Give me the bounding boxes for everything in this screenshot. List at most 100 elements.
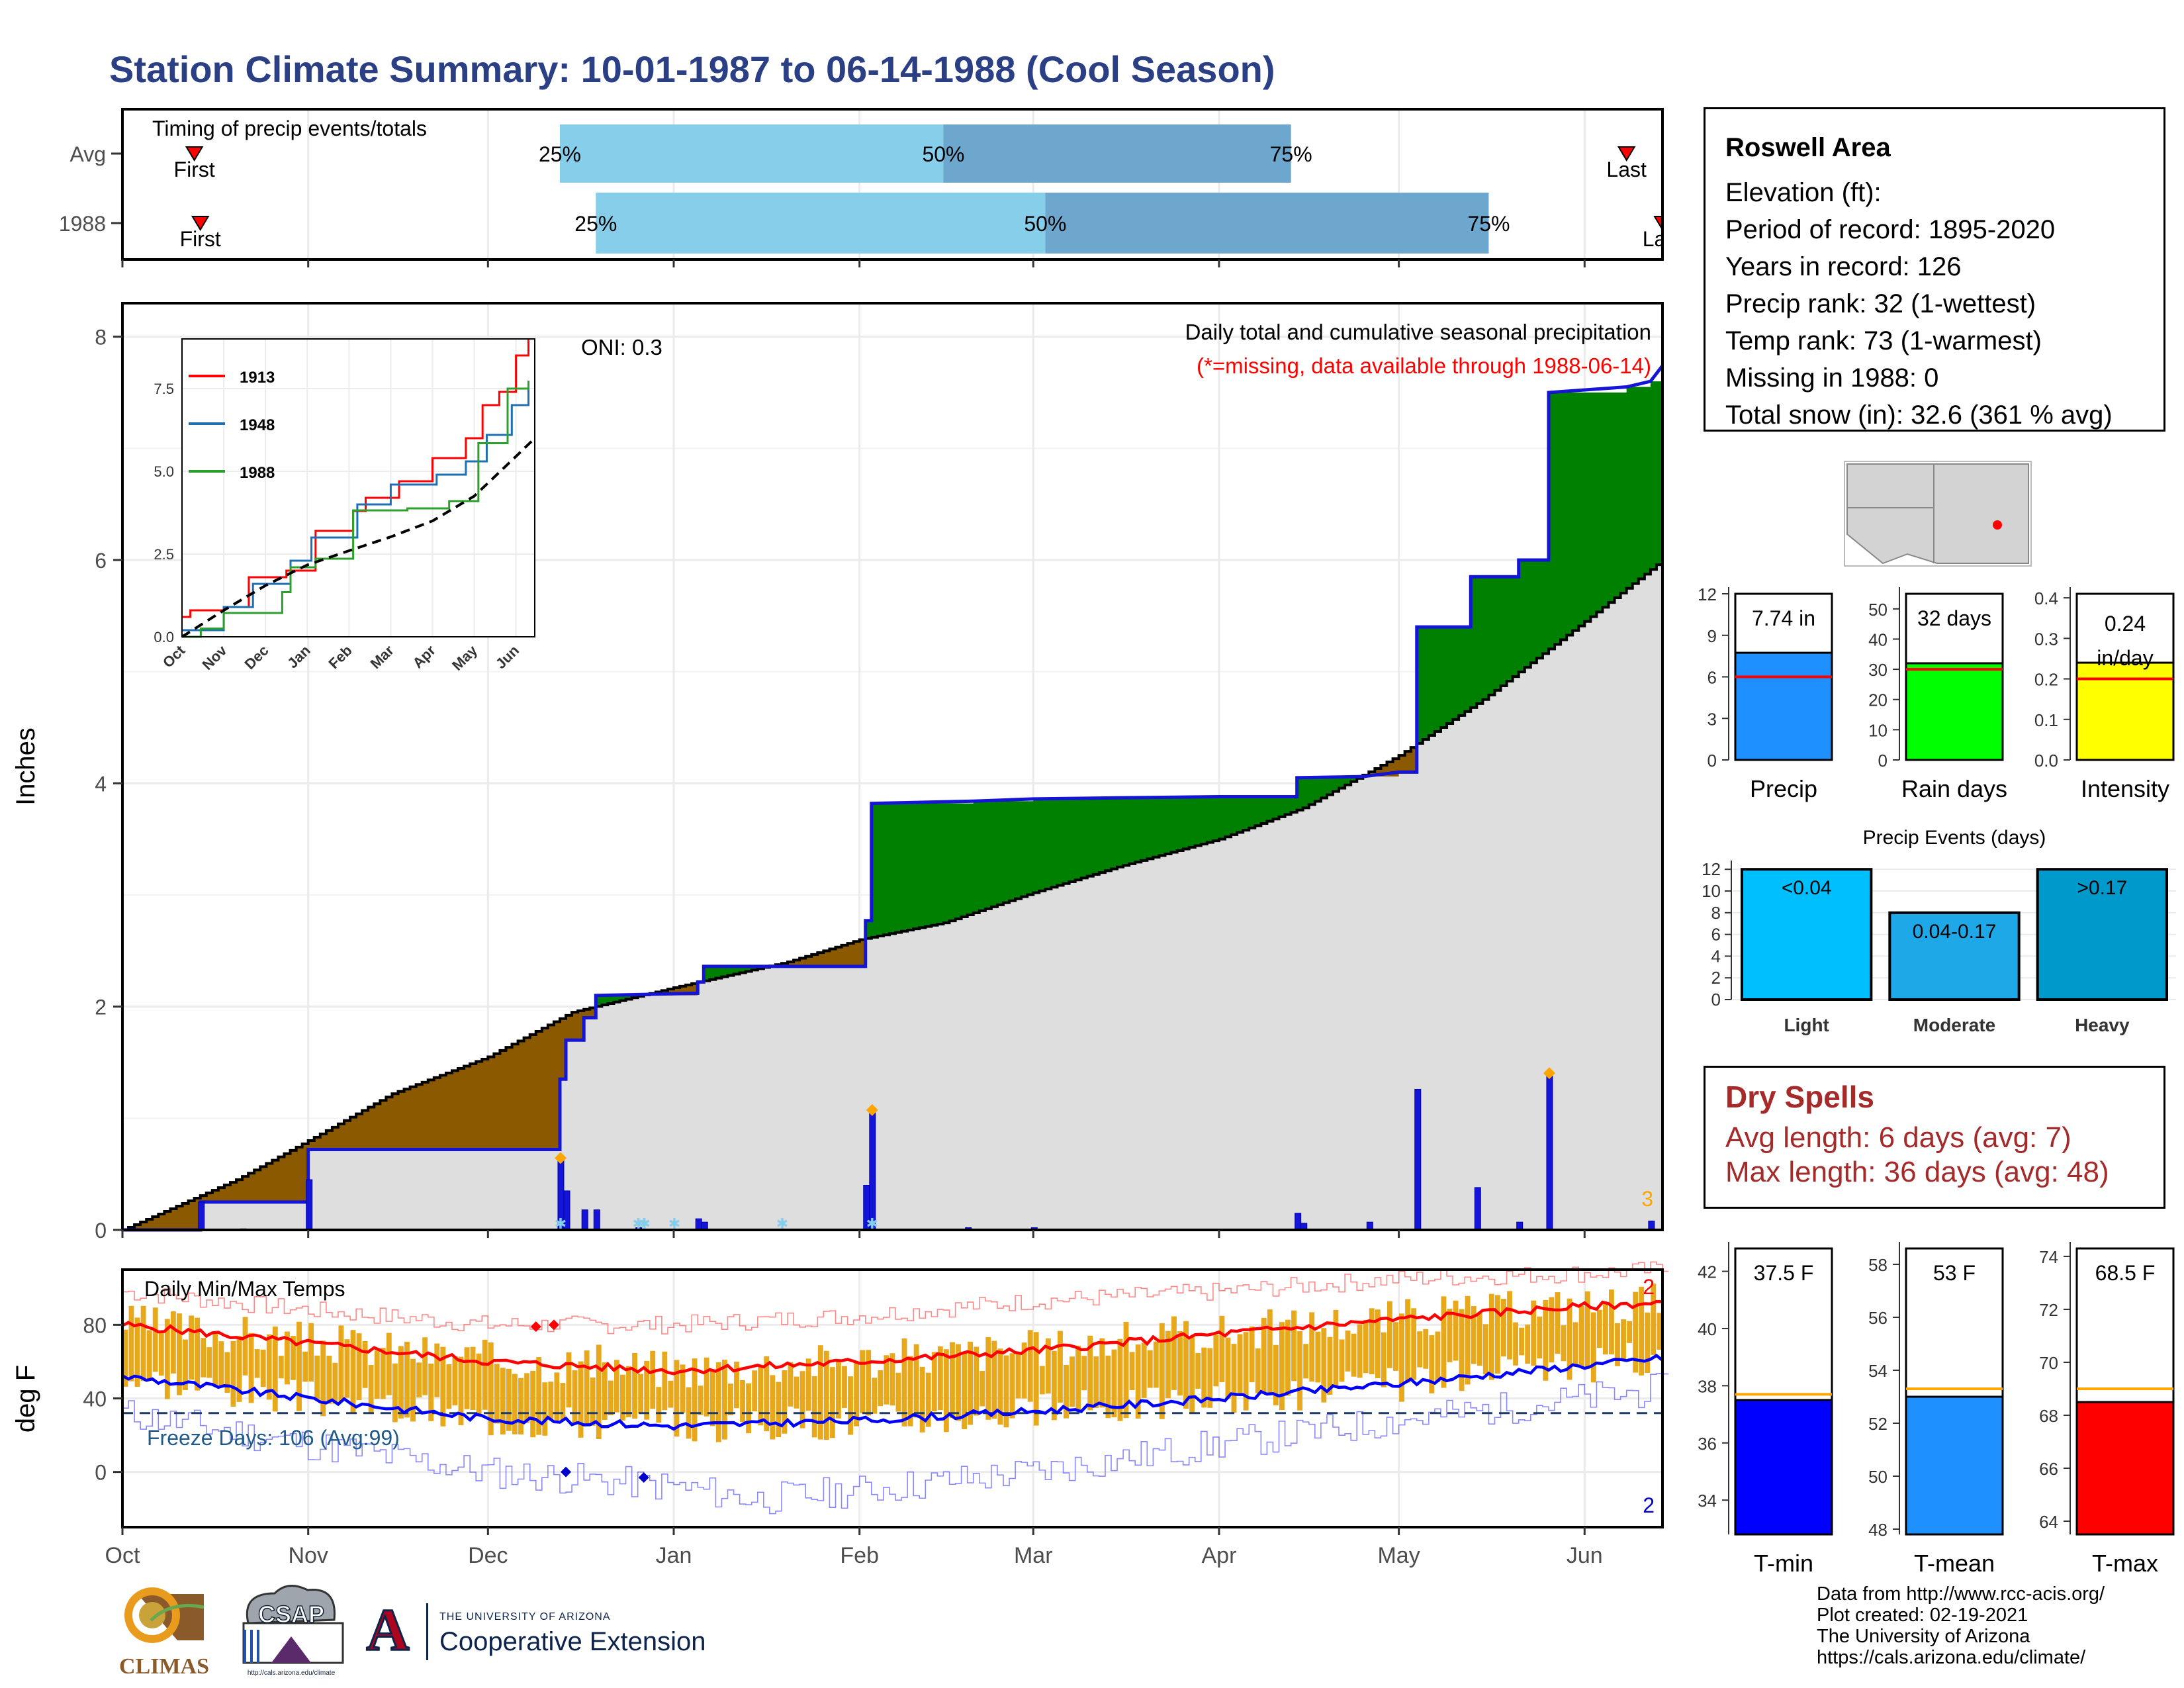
temp-daily-bar	[1399, 1313, 1404, 1402]
rain-days-ytick-label: 30	[1868, 660, 1888, 680]
precip-above-normal-fill	[1267, 796, 1274, 821]
precip-below-normal-fill	[547, 1025, 555, 1150]
precip-below-normal-fill	[680, 986, 686, 996]
csap-logo: CSAP http://cals.arizona.edu/climate	[232, 1583, 351, 1683]
rain-days-axis-label: Rain days	[1901, 775, 2007, 802]
precip-below-normal-fill	[464, 1066, 471, 1150]
precip-above-normal-fill	[1578, 392, 1585, 626]
precip-below-normal-fill	[428, 1080, 435, 1150]
temp-daily-bar	[314, 1355, 320, 1399]
temp-daily-bar	[1183, 1321, 1189, 1409]
temp-daily-bar	[770, 1375, 776, 1440]
precip-below-normal-fill	[572, 1012, 578, 1041]
t-mean-value-label: 53 F	[1933, 1261, 1976, 1285]
temp-daily-bar	[1507, 1291, 1512, 1360]
temp-daily-bar	[782, 1370, 788, 1434]
precip-above-normal-fill	[1345, 777, 1351, 785]
precip-above-normal-fill	[1027, 801, 1034, 895]
temp-daily-bar	[152, 1307, 158, 1372]
temp-daily-bar	[164, 1319, 170, 1399]
temp-daily-bar	[338, 1325, 344, 1402]
temp-daily-bar	[907, 1356, 913, 1427]
precip-above-normal-fill	[1069, 798, 1076, 882]
freeze-days-label: Freeze Days: 106 (Avg:99)	[147, 1426, 400, 1450]
precip-below-normal-fill	[398, 1091, 405, 1150]
temp-daily-bar	[1482, 1324, 1488, 1375]
temp-daily-bar	[1549, 1297, 1555, 1363]
csap-wordmark: CSAP	[257, 1600, 325, 1628]
timeline-row-label: Avg	[69, 142, 106, 166]
temp-daily-bar	[236, 1336, 242, 1402]
t-max-bar	[2075, 1401, 2175, 1536]
timeline-first-marker	[191, 216, 210, 231]
timeline-first-label: First	[174, 158, 215, 181]
temp-ylabel: deg F	[11, 1365, 40, 1432]
temp-daily-bar	[925, 1372, 931, 1427]
precip-above-normal-fill	[1039, 798, 1046, 891]
precip-above-normal-fill	[943, 803, 950, 923]
precip-above-normal-fill	[1135, 798, 1142, 863]
precip-above-normal-fill	[1530, 559, 1537, 663]
temp-daily-bar	[1609, 1289, 1614, 1355]
temp-daily-bar	[1657, 1313, 1662, 1350]
temp-record-min-line	[122, 1373, 1669, 1515]
temp-daily-bar	[1201, 1347, 1207, 1408]
precip-below-normal-fill	[841, 945, 848, 966]
temp-daily-bar	[1405, 1299, 1411, 1383]
precip-max-marker	[866, 1103, 878, 1116]
precip-below-normal-fill	[847, 943, 854, 966]
temp-daily-bar	[1165, 1331, 1171, 1399]
temp-daily-bar	[1621, 1319, 1626, 1361]
temp-daily-bar	[950, 1342, 955, 1419]
temp-daily-bar	[1153, 1341, 1159, 1388]
temp-daily-bar	[1021, 1342, 1027, 1399]
precip-above-normal-fill	[865, 920, 872, 939]
temp-title: Daily Min/Max Temps	[144, 1277, 345, 1301]
temp-daily-bar	[1267, 1309, 1273, 1393]
precip-above-normal-fill	[1494, 577, 1502, 690]
dry-spells-title: Dry Spells	[1725, 1080, 1874, 1114]
precip-total-axis-label: Precip	[1750, 775, 1817, 802]
temp-daily-bar	[991, 1340, 997, 1419]
temp-daily-bar	[566, 1352, 572, 1408]
precip-below-normal-fill	[278, 1156, 285, 1202]
temp-daily-bar	[284, 1331, 290, 1385]
precip-below-normal-fill	[692, 983, 698, 996]
temp-daily-bar	[248, 1333, 254, 1403]
precip-above-normal-fill	[1159, 798, 1166, 856]
events-ytick-label: 8	[1711, 903, 1721, 923]
temp-daily-bar	[134, 1317, 140, 1387]
temp-daily-bar	[1249, 1326, 1255, 1383]
precip-above-normal-fill	[1548, 392, 1555, 649]
precip-daily-bar	[1546, 1075, 1553, 1231]
temp-daily-bar	[542, 1382, 548, 1436]
temp-daily-bar	[758, 1365, 764, 1426]
precip-above-normal-fill	[1057, 798, 1064, 886]
inset-legend-label: 1913	[240, 369, 275, 387]
precip-above-normal-fill	[739, 966, 747, 973]
precip-above-normal-fill	[931, 803, 938, 925]
temp-daily-bar	[518, 1378, 523, 1435]
temp-daily-bar	[302, 1351, 308, 1382]
t-mean-bar	[1905, 1395, 2004, 1536]
precip-daily-bar	[1648, 1221, 1655, 1231]
temp-xtick-label: Apr	[1202, 1543, 1237, 1568]
precip-above-normal-fill	[1201, 798, 1208, 845]
precip-below-normal-fill	[290, 1150, 297, 1202]
temp-daily-bar	[919, 1366, 925, 1432]
precip-above-normal-fill	[1422, 627, 1430, 740]
dry-spells-avg: Avg length: 6 days (avg: 7)	[1725, 1121, 2071, 1154]
temp-daily-bar	[1159, 1323, 1165, 1419]
precip-above-normal-fill	[1351, 777, 1357, 782]
precip-above-normal-fill	[1273, 796, 1280, 820]
precip-below-normal-fill	[188, 1201, 195, 1230]
events-category-label: Heavy	[2075, 1015, 2130, 1035]
map-station-dot	[1993, 520, 2002, 530]
precip-above-normal-fill	[1524, 559, 1531, 668]
precip-above-normal-fill	[991, 801, 998, 907]
precip-ytick-label: 8	[95, 326, 107, 350]
station-missing: Missing in 1988: 0	[1725, 363, 1939, 393]
temp-daily-bar	[1213, 1335, 1219, 1387]
t-max-ytick-label: 64	[2039, 1512, 2058, 1532]
precip-below-normal-fill	[566, 1015, 572, 1041]
